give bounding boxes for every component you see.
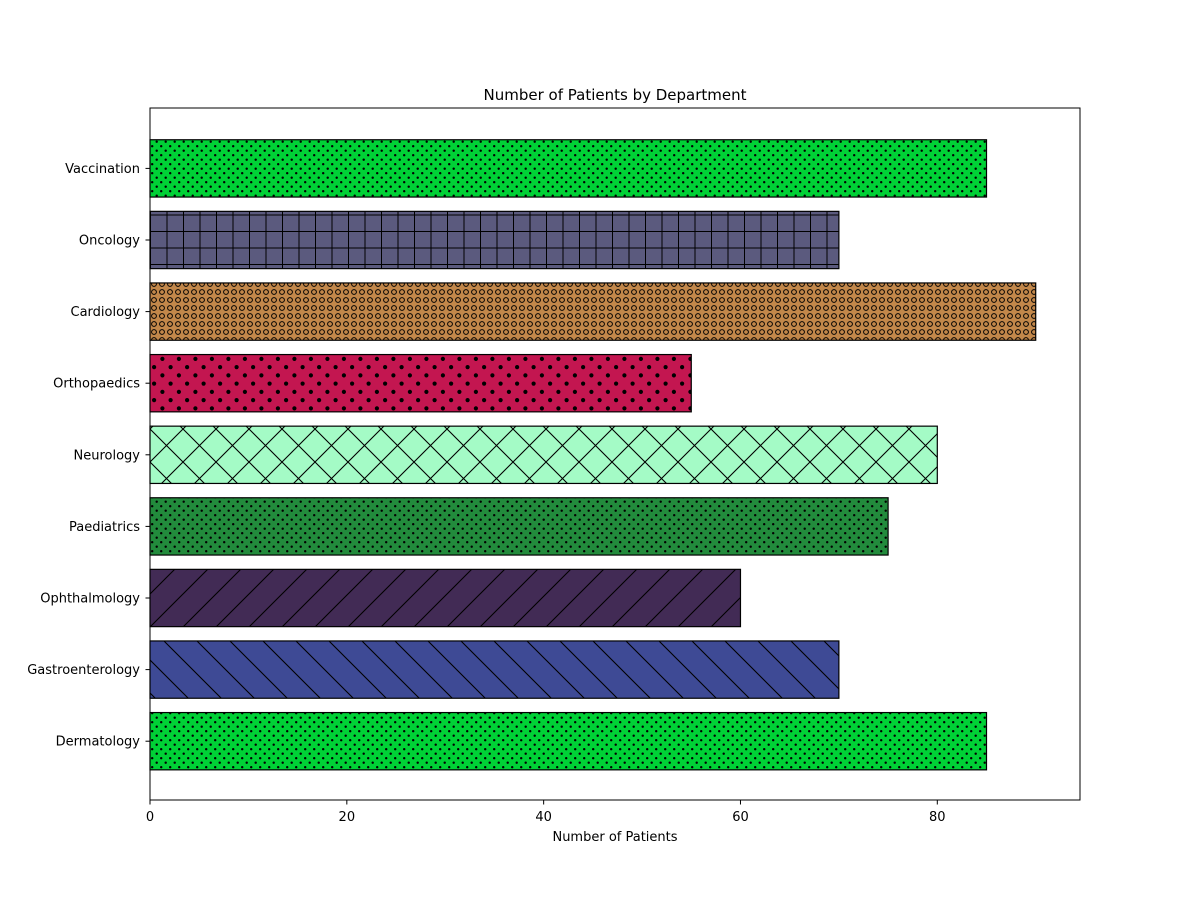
bar-cardiology bbox=[149, 282, 1037, 341]
x-tick-label: 0 bbox=[146, 810, 154, 825]
y-axis: Dermatology Gastroenterology Ophthalmology… bbox=[27, 162, 150, 750]
bar-neurology bbox=[149, 425, 938, 485]
y-tick-label: Vaccination bbox=[65, 162, 140, 177]
bar-paediatrics bbox=[149, 497, 889, 556]
plot-frame bbox=[149, 107, 1081, 801]
bar-oncology bbox=[149, 210, 840, 270]
y-tick-label: Ophthalmology bbox=[40, 592, 140, 607]
chart-title: Number of Patients by Department bbox=[484, 86, 747, 104]
bar-orthopaedics bbox=[149, 353, 692, 413]
x-tick-label: 60 bbox=[732, 810, 749, 825]
y-tick-label: Dermatology bbox=[56, 735, 141, 750]
y-tick-label: Neurology bbox=[74, 448, 141, 463]
y-tick-label: Oncology bbox=[79, 234, 140, 249]
x-axis-title: Number of Patients bbox=[552, 830, 677, 845]
x-tick-label: 40 bbox=[535, 810, 552, 825]
bar-gastroenterology bbox=[149, 640, 840, 699]
y-tick-label: Cardiology bbox=[71, 305, 141, 320]
x-axis: 0 20 40 60 80 bbox=[146, 800, 946, 825]
y-tick-label: Orthopaedics bbox=[53, 377, 140, 392]
x-tick-label: 80 bbox=[929, 810, 946, 825]
y-tick-label: Paediatrics bbox=[69, 520, 140, 535]
y-tick-label: Gastroenterology bbox=[27, 663, 140, 678]
bar-dermatology bbox=[149, 711, 988, 771]
bars-layer bbox=[149, 139, 1037, 771]
bar-ophthalmology bbox=[149, 568, 742, 628]
x-tick-label: 20 bbox=[339, 810, 356, 825]
bar-vaccination bbox=[149, 139, 988, 198]
